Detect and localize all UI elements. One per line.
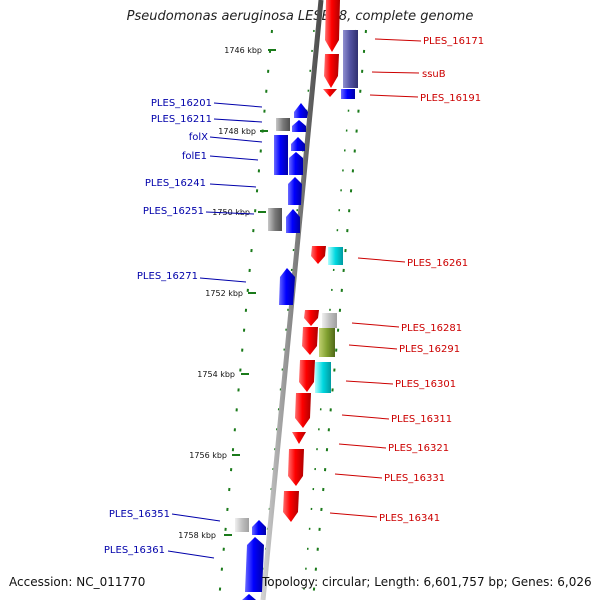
gene-block-folx[interactable]	[274, 135, 288, 175]
label-ples-16291[interactable]: PLES_16291	[399, 344, 460, 355]
topology-text: Topology: circular; Length: 6,601,757 bp…	[262, 575, 592, 589]
tick-label-1756: 1756 kbp	[189, 451, 227, 460]
forward-strand-genes	[283, 0, 340, 522]
gene-arrow-ples-16241[interactable]	[288, 177, 302, 205]
tick-label-1752: 1752 kbp	[205, 289, 243, 298]
label-ples-16361[interactable]: PLES_16361	[104, 545, 165, 556]
gene-arrow-ples-16201[interactable]	[294, 103, 308, 118]
label-ples-16261[interactable]: PLES_16261	[407, 258, 468, 269]
gene-arrow-ples-16211[interactable]	[292, 120, 306, 132]
label-ples-16331[interactable]: PLES_16331	[384, 473, 445, 484]
gene-block-ples-16261[interactable]	[328, 247, 343, 265]
gene-arrow-ples-16281-fwd[interactable]	[304, 310, 319, 326]
label-ples-16271[interactable]: PLES_16271	[137, 271, 198, 282]
gene-arrow-ssub-fwd[interactable]	[324, 54, 339, 88]
gene-arrow-ples-16171[interactable]	[325, 0, 340, 52]
label-fole1[interactable]: folE1	[182, 151, 207, 162]
gene-block-ples-16291[interactable]	[319, 328, 335, 357]
gene-arrow-ples-16261-fwd[interactable]	[311, 246, 326, 264]
kbp-ticks: 1746 kbp 1748 kbp 1750 kbp 1752 kbp 1754…	[178, 46, 276, 540]
dotted-guide-left-outer	[218, 29, 273, 600]
gene-arrow-folx[interactable]	[291, 137, 305, 151]
dotted-guide-right-outer	[312, 29, 367, 600]
gene-block-ples-16301[interactable]	[315, 362, 331, 393]
gene-block-ples-16211[interactable]	[276, 118, 290, 131]
tick-label-1758: 1758 kbp	[178, 531, 216, 540]
gene-arrow-ples-16361[interactable]	[245, 537, 264, 592]
gene-arrow-ples-16291-fwd[interactable]	[302, 327, 318, 355]
tick-label-1748: 1748 kbp	[218, 127, 256, 136]
label-ples-16311[interactable]: PLES_16311	[391, 414, 452, 425]
genome-title: Pseudomonas aeruginosa LESB58, complete …	[126, 9, 474, 24]
gene-block-ples-16351[interactable]	[235, 518, 249, 532]
gene-arrow-ples-16271[interactable]	[279, 268, 295, 305]
label-ples-16211[interactable]: PLES_16211	[151, 114, 212, 125]
accession-text: Accession: NC_011770	[9, 575, 146, 589]
gene-arrow-ples-16331[interactable]	[288, 449, 304, 486]
label-ples-16191[interactable]: PLES_16191	[420, 93, 481, 104]
gene-arrow-ples-16341[interactable]	[283, 491, 299, 522]
label-ples-16301[interactable]: PLES_16301	[395, 379, 456, 390]
gene-block-ples-16251[interactable]	[268, 208, 282, 231]
label-ples-16341[interactable]: PLES_16341	[379, 513, 440, 524]
label-folx[interactable]: folX	[189, 132, 208, 143]
label-ples-16241[interactable]: PLES_16241	[145, 178, 206, 189]
label-ples-16201[interactable]: PLES_16201	[151, 98, 212, 109]
gene-arrow-small-1[interactable]	[323, 89, 337, 97]
colored-genes	[315, 30, 358, 393]
gene-arrow-ples-16351[interactable]	[252, 520, 266, 535]
tick-label-1750: 1750 kbp	[212, 208, 250, 217]
label-ples-16351[interactable]: PLES_16351	[109, 509, 170, 520]
gene-block-ples-16281[interactable]	[322, 313, 337, 328]
label-ples-16281[interactable]: PLES_16281	[401, 323, 462, 334]
gene-arrow-tail[interactable]	[242, 594, 256, 600]
label-ssub[interactable]: ssuB	[422, 69, 446, 80]
left-labels: PLES_16201 PLES_16211 folX folE1 PLES_16…	[104, 98, 263, 559]
gene-arrow-ples-16301-fwd[interactable]	[299, 360, 315, 392]
gene-block-ples-16191[interactable]	[341, 89, 355, 99]
gene-arrow-ples-16251[interactable]	[286, 209, 300, 233]
gene-block-ssub[interactable]	[343, 30, 358, 88]
right-labels: PLES_16171 ssuB PLES_16191 PLES_16261 PL…	[329, 36, 484, 524]
label-ples-16171[interactable]: PLES_16171	[423, 36, 484, 47]
gene-arrow-ples-16321[interactable]	[292, 432, 306, 444]
tick-label-1746: 1746 kbp	[224, 46, 262, 55]
gene-arrow-ples-16311[interactable]	[295, 393, 311, 428]
label-ples-16251[interactable]: PLES_16251	[143, 206, 204, 217]
gene-arrow-fole1[interactable]	[289, 152, 303, 175]
reverse-strand-genes	[235, 103, 308, 600]
tick-label-1754: 1754 kbp	[197, 370, 235, 379]
label-ples-16321[interactable]: PLES_16321	[388, 443, 449, 454]
